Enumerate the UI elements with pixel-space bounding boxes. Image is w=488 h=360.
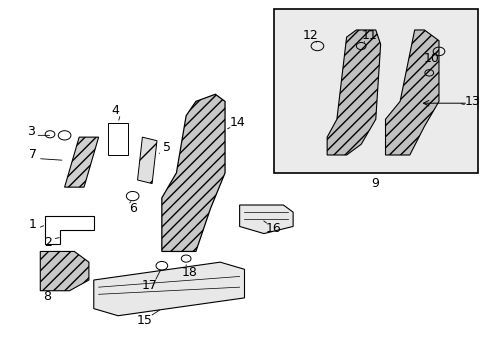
Text: 13: 13 [463, 95, 479, 108]
Text: 18: 18 [182, 266, 198, 279]
Text: 2: 2 [43, 236, 51, 249]
Text: 4: 4 [111, 104, 120, 117]
Polygon shape [326, 30, 380, 155]
Text: 14: 14 [229, 116, 244, 129]
Polygon shape [94, 262, 244, 316]
Polygon shape [239, 205, 292, 234]
Text: 9: 9 [370, 177, 378, 190]
Text: 5: 5 [163, 141, 170, 154]
Text: 16: 16 [265, 222, 281, 235]
Polygon shape [40, 251, 89, 291]
Text: 17: 17 [142, 279, 157, 292]
Polygon shape [64, 137, 99, 187]
Text: 11: 11 [361, 29, 377, 42]
Polygon shape [162, 94, 224, 251]
Text: 3: 3 [26, 125, 35, 138]
Polygon shape [137, 137, 157, 184]
Text: 8: 8 [43, 289, 51, 303]
Text: 10: 10 [423, 52, 439, 65]
Polygon shape [385, 30, 438, 155]
Text: 6: 6 [128, 202, 136, 215]
Text: 1: 1 [29, 218, 37, 231]
Text: 15: 15 [137, 314, 152, 327]
Text: 12: 12 [302, 29, 317, 42]
Bar [108, 123, 127, 155]
Text: 7: 7 [29, 148, 37, 162]
Bar [273, 9, 477, 173]
